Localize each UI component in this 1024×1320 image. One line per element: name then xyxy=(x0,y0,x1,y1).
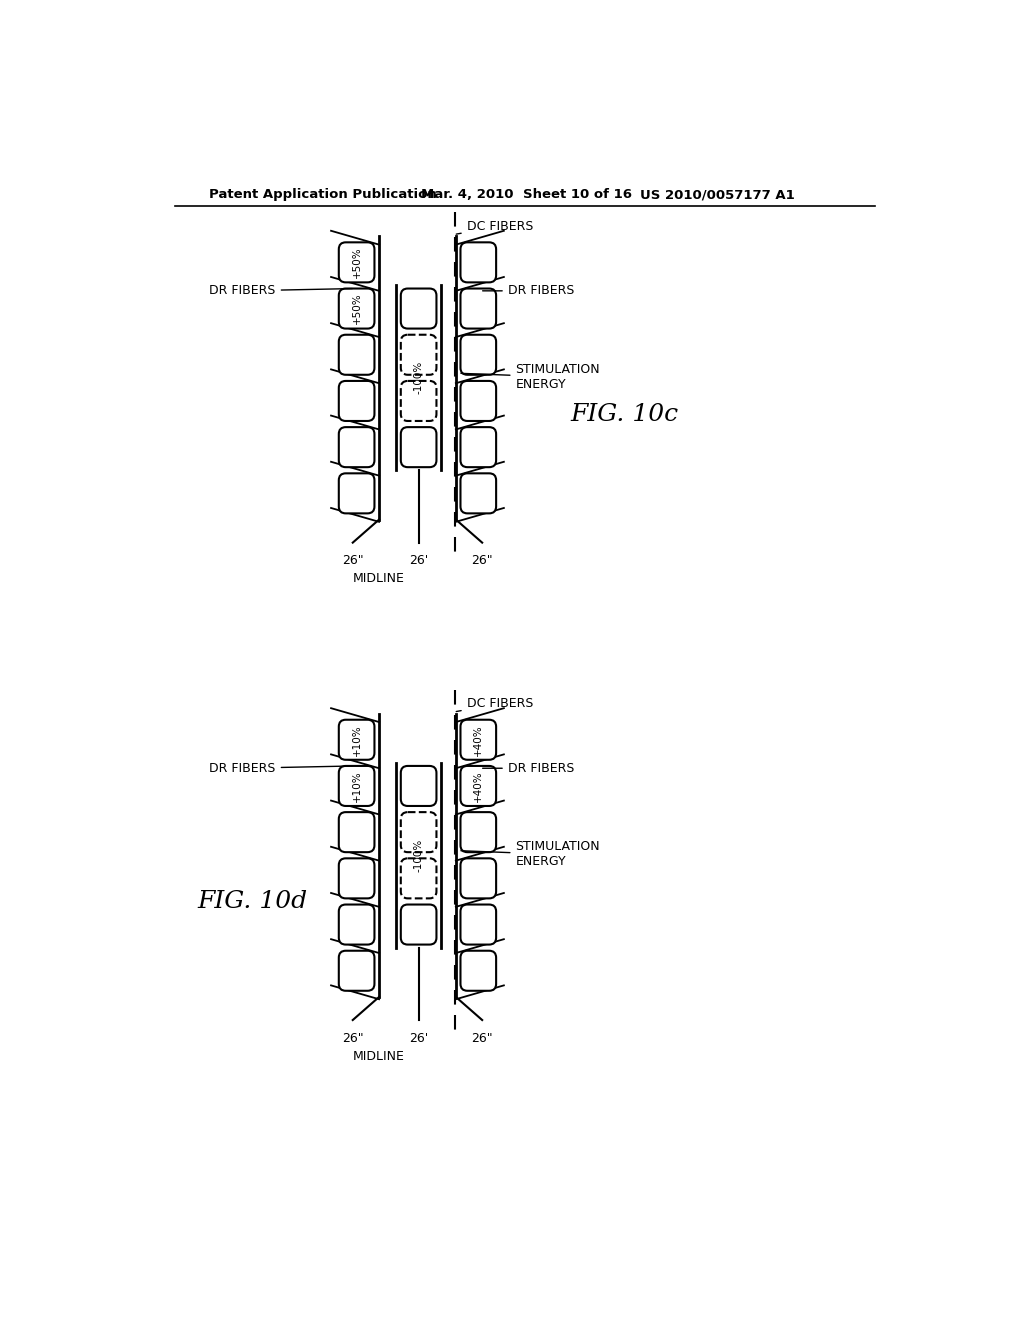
FancyBboxPatch shape xyxy=(339,474,375,513)
Text: +50%: +50% xyxy=(351,293,361,325)
FancyBboxPatch shape xyxy=(461,381,496,421)
FancyBboxPatch shape xyxy=(339,289,375,329)
Text: STIMULATION
ENERGY: STIMULATION ENERGY xyxy=(461,363,600,391)
FancyBboxPatch shape xyxy=(339,858,375,899)
Text: DR FIBERS: DR FIBERS xyxy=(209,762,352,775)
Text: Mar. 4, 2010: Mar. 4, 2010 xyxy=(421,187,513,201)
Text: 26": 26" xyxy=(471,554,493,568)
Text: DR FIBERS: DR FIBERS xyxy=(482,284,574,297)
Text: FIG. 10c: FIG. 10c xyxy=(570,404,678,426)
FancyBboxPatch shape xyxy=(400,904,436,945)
Text: +50%: +50% xyxy=(351,247,361,279)
FancyBboxPatch shape xyxy=(339,335,375,375)
Text: +40%: +40% xyxy=(473,770,483,801)
Text: FIG. 10d: FIG. 10d xyxy=(197,890,307,913)
Text: STIMULATION
ENERGY: STIMULATION ENERGY xyxy=(461,841,600,869)
Text: DC FIBERS: DC FIBERS xyxy=(457,219,534,234)
FancyBboxPatch shape xyxy=(339,243,375,282)
FancyBboxPatch shape xyxy=(461,950,496,991)
Text: DR FIBERS: DR FIBERS xyxy=(482,762,574,775)
FancyBboxPatch shape xyxy=(339,950,375,991)
Text: +10%: +10% xyxy=(351,770,361,801)
Text: US 2010/0057177 A1: US 2010/0057177 A1 xyxy=(640,187,795,201)
Text: 26': 26' xyxy=(409,1032,428,1044)
FancyBboxPatch shape xyxy=(339,766,375,807)
FancyBboxPatch shape xyxy=(461,474,496,513)
FancyBboxPatch shape xyxy=(461,766,496,807)
Text: +10%: +10% xyxy=(351,723,361,755)
Text: DR FIBERS: DR FIBERS xyxy=(209,284,352,297)
FancyBboxPatch shape xyxy=(339,381,375,421)
Text: MIDLINE: MIDLINE xyxy=(352,573,404,585)
Text: DC FIBERS: DC FIBERS xyxy=(457,697,534,711)
FancyBboxPatch shape xyxy=(339,812,375,853)
Text: -100%: -100% xyxy=(414,838,424,873)
FancyBboxPatch shape xyxy=(339,428,375,467)
FancyBboxPatch shape xyxy=(400,381,436,421)
FancyBboxPatch shape xyxy=(461,243,496,282)
Text: MIDLINE: MIDLINE xyxy=(352,1049,404,1063)
FancyBboxPatch shape xyxy=(461,428,496,467)
FancyBboxPatch shape xyxy=(461,812,496,853)
FancyBboxPatch shape xyxy=(400,858,436,899)
FancyBboxPatch shape xyxy=(461,858,496,899)
Text: +40%: +40% xyxy=(473,723,483,755)
Text: 26': 26' xyxy=(409,554,428,568)
FancyBboxPatch shape xyxy=(400,766,436,807)
Text: 26": 26" xyxy=(471,1032,493,1044)
Text: 26": 26" xyxy=(342,554,364,568)
FancyBboxPatch shape xyxy=(400,289,436,329)
Text: -100%: -100% xyxy=(414,362,424,395)
Text: Patent Application Publication: Patent Application Publication xyxy=(209,187,437,201)
FancyBboxPatch shape xyxy=(461,335,496,375)
FancyBboxPatch shape xyxy=(339,719,375,760)
FancyBboxPatch shape xyxy=(461,904,496,945)
FancyBboxPatch shape xyxy=(400,335,436,375)
FancyBboxPatch shape xyxy=(400,428,436,467)
FancyBboxPatch shape xyxy=(400,812,436,853)
Text: 26": 26" xyxy=(342,1032,364,1044)
Text: Sheet 10 of 16: Sheet 10 of 16 xyxy=(523,187,632,201)
FancyBboxPatch shape xyxy=(461,719,496,760)
FancyBboxPatch shape xyxy=(339,904,375,945)
FancyBboxPatch shape xyxy=(461,289,496,329)
